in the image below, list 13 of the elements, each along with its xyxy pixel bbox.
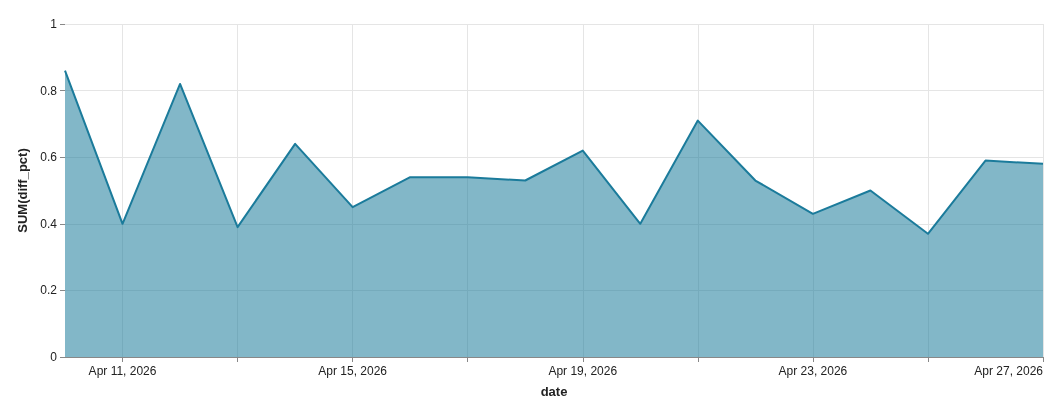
y-tick-label: 0.2 xyxy=(40,283,58,298)
x-tick-label: Apr 15, 2026 xyxy=(318,364,388,378)
y-tick-label: 0.8 xyxy=(40,83,58,98)
y-tick-label: 1 xyxy=(50,17,58,31)
y-tick-label: 0 xyxy=(50,350,58,364)
y-tick-label: 0.4 xyxy=(40,216,58,231)
x-axis-title: date xyxy=(540,384,568,399)
y-axis-title: SUM(diff_pct) xyxy=(15,148,30,233)
x-tick-label: Apr 23, 2026 xyxy=(778,364,848,378)
x-tick-label: Apr 27, 2026 xyxy=(974,364,1044,378)
x-tick-label: Apr 11, 2026 xyxy=(88,364,157,378)
x-tick-label: Apr 19, 2026 xyxy=(548,364,618,378)
y-tick-label: 0.6 xyxy=(40,150,58,165)
